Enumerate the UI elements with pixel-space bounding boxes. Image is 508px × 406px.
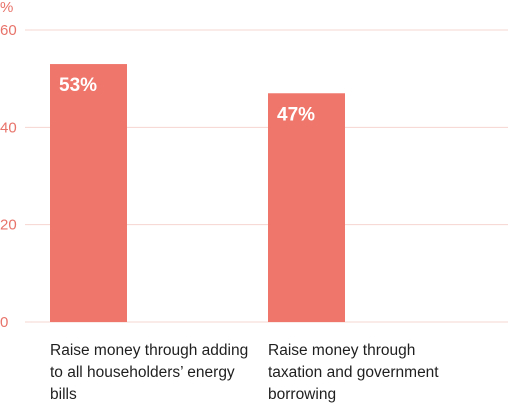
data-labels: 53% 47%: [59, 75, 315, 125]
y-tick-label-40: 40: [0, 119, 17, 136]
bar-0: [50, 64, 127, 323]
data-label-0: 53%: [59, 75, 97, 96]
y-axis-unit-label: %: [0, 0, 13, 16]
y-tick-label-0: 0: [0, 314, 8, 331]
y-tick-label-20: 20: [0, 217, 17, 234]
data-label-1: 47%: [277, 104, 315, 125]
category-label-taxation: Raise money through taxation and governm…: [268, 342, 439, 403]
y-tick-label-60: 60: [0, 22, 17, 39]
bars: [50, 64, 345, 323]
y-axis: 0 20 40 60: [0, 22, 17, 331]
bar-1: [268, 93, 345, 323]
category-label-energy-bills: Raise money through adding to all househ…: [50, 342, 249, 403]
